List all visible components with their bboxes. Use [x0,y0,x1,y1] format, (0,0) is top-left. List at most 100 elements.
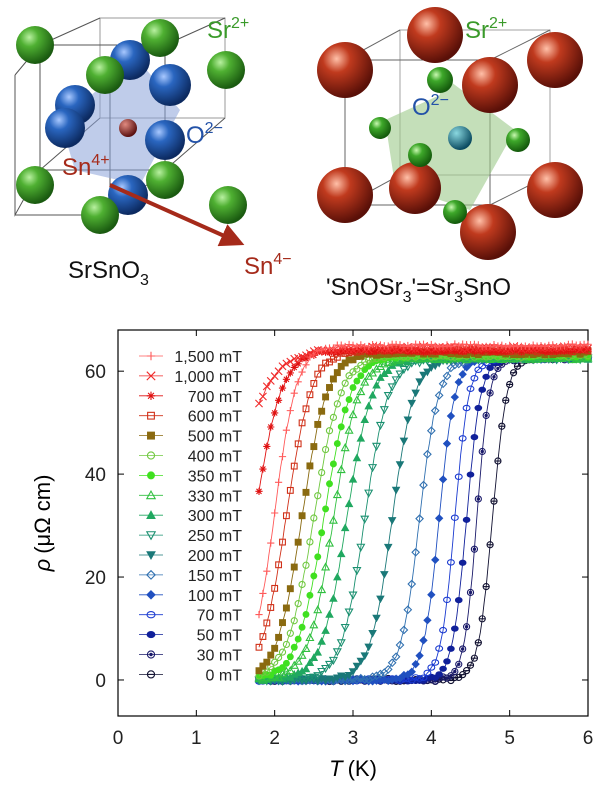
data-point [482,411,490,420]
data-point [306,538,314,546]
data-point [326,480,333,488]
data-point [318,529,326,537]
structure-sr3sno [317,7,583,260]
legend-marker [139,610,163,619]
legend: 1,500 mT 1,000 mT 700 mT 600 mT 500 mT 400 mT… [126,346,250,688]
x-tick-label: 0 [113,728,124,749]
data-point [423,616,432,625]
data-point [258,392,267,401]
data-point [286,407,294,415]
data-point [423,368,432,377]
data-point [337,389,345,397]
data-point [427,664,436,671]
data-point [435,645,444,652]
data-point [407,399,417,408]
data-point [513,342,522,350]
data-point [368,390,377,399]
data-point [274,653,283,662]
data-point [275,561,283,569]
data-point [322,505,330,513]
data-point [255,487,263,495]
data-point [383,665,393,674]
legend-marker [139,411,163,420]
data-point [396,341,404,349]
x-tick-label: 4 [426,728,437,749]
data-point [318,346,326,354]
data-point [396,346,404,354]
data-point [411,659,420,669]
data-point [391,486,401,495]
data-point [349,384,357,391]
data-point [404,348,412,356]
data-point [462,623,471,631]
data-point [442,371,452,381]
data-point [332,648,342,657]
series-50-mt [255,353,592,685]
data-point [309,653,319,662]
data-point [282,640,291,649]
data-point [146,451,156,460]
data-point [470,348,479,356]
data-point [399,437,409,446]
data-point [294,360,302,368]
data-point [286,629,294,637]
data-point [290,389,298,397]
data-point [360,515,370,524]
data-point [372,671,381,681]
data-point [286,585,294,593]
data-point [372,380,381,389]
x-axis-label: T (K) [329,756,377,781]
data-point [267,539,275,547]
data-point [399,625,409,635]
series-150-mt [254,352,593,686]
data-point [333,400,341,408]
data-point [340,443,350,452]
data-point [302,405,310,413]
data-point [380,347,388,355]
data-point [427,340,435,349]
data-point [282,512,290,520]
data-point [348,591,358,600]
data-point [391,376,401,385]
data-point [329,413,338,421]
data-point [309,620,319,629]
sr-atoms [16,19,247,234]
data-point [340,676,350,686]
data-point [147,431,155,440]
data-point [344,608,354,617]
data-point [271,584,279,592]
data-point [147,471,155,480]
data-point [464,625,469,629]
data-point [290,462,298,470]
data-point [271,509,279,517]
data-point [553,343,561,351]
data-point [329,460,337,468]
data-point [313,605,323,614]
data-point [348,668,358,676]
data-point [277,669,288,678]
data-point [306,391,314,399]
data-point [274,367,283,376]
data-point [282,359,291,368]
data-point [387,658,397,668]
data-point [529,341,537,349]
data-point [356,543,366,552]
data-point [459,645,467,653]
data-point [286,486,294,494]
data-point [344,671,354,680]
data-point [447,672,455,680]
data-point [341,406,349,414]
data-point [352,675,362,685]
legend-label: 350 mT [188,468,242,485]
data-point [297,650,307,659]
data-point [454,596,463,604]
series-line [258,348,589,492]
x-tick-label: 6 [583,728,594,749]
data-point [357,361,365,370]
data-point [427,590,436,599]
legend-label: 100 mT [188,588,242,605]
data-point [525,343,533,351]
data-point [329,594,338,602]
data-point [352,453,362,462]
data-point [336,549,346,558]
